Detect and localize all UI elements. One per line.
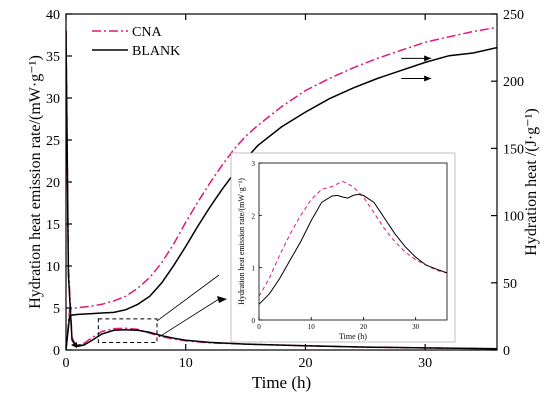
y-left-tick-label: 30 (46, 92, 60, 107)
y-left-tick-label: 15 (46, 218, 60, 233)
zoom-connector-top (156, 274, 220, 322)
cna-axis-arrow-head (424, 55, 432, 62)
y-left-tick-label: 40 (46, 8, 60, 23)
y-right-tick-label: 250 (503, 8, 524, 23)
x-tick-label: 30 (418, 356, 432, 371)
x-axis-title: Time (h) (252, 373, 311, 392)
inset-x-tick-label: 30 (412, 323, 420, 331)
inset-y-tick-label: 1 (252, 265, 256, 273)
x-tick-label: 0 (63, 356, 70, 371)
y-left-tick-label: 5 (53, 302, 60, 317)
y-left-tick-label: 20 (46, 176, 60, 191)
inset-frame (258, 162, 448, 321)
y-left-tick-label: 25 (46, 134, 60, 149)
inset-y-tick-label: 3 (252, 160, 256, 168)
y-left-tick-label: 35 (46, 50, 60, 65)
left-axis-arrow-head (71, 341, 77, 348)
y-left-tick-label: 10 (46, 260, 60, 275)
inset-series-line-blank (258, 193, 448, 305)
y-right-tick-label: 200 (503, 75, 524, 90)
inset-y-axis-title: Hydration heat emission rate/(mW·g⁻¹) (237, 178, 246, 305)
series-line-blank-heat (66, 46, 497, 350)
blank-axis-arrow-head (424, 75, 432, 82)
y-left-tick-label: 0 (53, 344, 60, 359)
inset-series-line-cna (258, 180, 448, 297)
inset-y-tick-label: 0 (252, 317, 256, 325)
inset-x-axis-title: Time (h) (339, 332, 367, 341)
y-left-axis-title: Hydration heat emission rate/(mW·g⁻¹) (27, 55, 44, 309)
inset-x-tick-label: 10 (308, 323, 316, 331)
y-right-axis-title: Hydration heat /(J·g⁻¹) (523, 108, 540, 255)
inset-x-tick-label: 20 (360, 323, 368, 331)
series-line-cna-heat (66, 26, 497, 350)
legend-label-cna: CNA (132, 25, 162, 40)
inset-x-tick-label: 0 (257, 323, 261, 331)
x-tick-label: 10 (179, 356, 193, 371)
y-right-tick-label: 100 (503, 210, 524, 225)
inset-background (230, 152, 456, 343)
legend-label-blank: BLANK (132, 44, 180, 59)
zoom-connector-head (217, 296, 227, 303)
zoom-box (97, 318, 158, 343)
zoom-connector (158, 298, 220, 338)
x-tick-label: 20 (298, 356, 312, 371)
y-right-tick-label: 50 (503, 277, 517, 292)
y-right-tick-label: 0 (503, 344, 510, 359)
y-right-tick-label: 150 (503, 142, 524, 157)
inset-y-tick-label: 2 (252, 212, 256, 220)
